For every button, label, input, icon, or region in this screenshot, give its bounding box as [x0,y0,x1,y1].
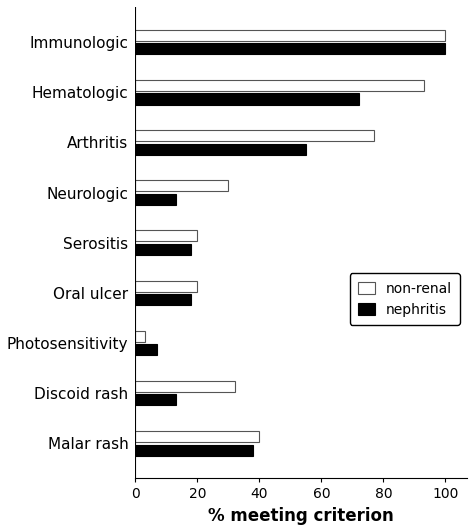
Bar [136,80,424,91]
Bar [136,180,228,192]
Bar [136,30,446,41]
Bar [136,244,191,255]
Bar [136,280,197,292]
Bar [136,130,374,141]
Bar [136,43,446,54]
Bar [136,94,358,104]
Bar [136,144,306,155]
Legend: non-renal, nephritis: non-renal, nephritis [349,273,460,325]
Bar [136,230,197,242]
Bar [136,194,176,205]
Bar [136,344,157,355]
Bar [136,394,176,405]
Bar [136,431,259,442]
Bar [136,445,253,455]
Bar [136,294,191,305]
Bar [136,331,145,342]
X-axis label: % meeting criterion: % meeting criterion [209,507,394,525]
Bar [136,381,235,392]
